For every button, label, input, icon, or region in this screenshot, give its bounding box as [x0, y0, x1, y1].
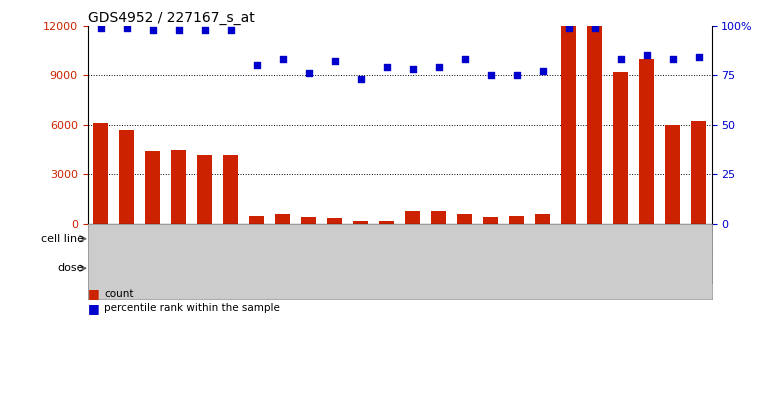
Bar [119, 130, 135, 224]
Text: 10 uM: 10 uM [672, 264, 699, 273]
Bar [691, 121, 706, 224]
Text: 10 uM: 10 uM [204, 264, 231, 273]
Text: cell line: cell line [40, 234, 84, 244]
Bar [482, 217, 498, 224]
Bar [457, 214, 473, 224]
Bar [301, 217, 317, 224]
Text: control: control [253, 264, 285, 273]
Point [614, 56, 626, 62]
Bar [405, 211, 420, 224]
Text: 0.5 uM: 0.5 uM [618, 264, 649, 273]
Bar [557, 227, 710, 251]
Text: VCAP: VCAP [619, 234, 648, 244]
Bar [665, 125, 680, 224]
Bar [453, 256, 502, 280]
Text: PC3: PC3 [466, 234, 489, 244]
Text: NCIH660: NCIH660 [297, 234, 346, 244]
Bar [249, 216, 264, 224]
Bar [353, 221, 368, 224]
Bar [401, 256, 450, 280]
Bar [245, 227, 398, 251]
Bar [196, 154, 212, 224]
Bar [613, 72, 629, 224]
Point [458, 56, 470, 62]
Bar [141, 256, 190, 280]
Text: 10 uM: 10 uM [516, 264, 543, 273]
Bar [379, 221, 394, 224]
Point [224, 26, 237, 33]
Point [94, 24, 107, 31]
Bar [431, 211, 447, 224]
Bar [89, 227, 242, 251]
Bar [145, 151, 161, 224]
Text: control: control [409, 264, 441, 273]
Point [199, 26, 211, 33]
Point [146, 26, 158, 33]
Bar [638, 59, 654, 224]
Text: ■: ■ [88, 287, 99, 301]
Point [432, 64, 444, 70]
Bar [661, 256, 710, 280]
Point [588, 24, 600, 31]
Point [120, 24, 132, 31]
Text: control: control [565, 264, 597, 273]
Bar [170, 150, 186, 224]
Text: count: count [104, 289, 134, 299]
Point [511, 72, 523, 78]
Point [537, 68, 549, 74]
Bar [509, 216, 524, 224]
Text: LNCAP: LNCAP [147, 234, 184, 244]
Point [641, 52, 653, 59]
Text: GDS4952 / 227167_s_at: GDS4952 / 227167_s_at [88, 11, 254, 24]
Point [485, 72, 497, 78]
Point [250, 62, 263, 68]
Bar [535, 214, 550, 224]
Bar [557, 256, 606, 280]
Point [406, 66, 419, 72]
Bar [223, 154, 238, 224]
Bar [561, 26, 576, 224]
Point [380, 64, 393, 70]
Text: dose: dose [57, 263, 84, 273]
Bar [326, 218, 342, 224]
Point [562, 24, 575, 31]
Text: 0.5 uM: 0.5 uM [150, 264, 181, 273]
Text: percentile rank within the sample: percentile rank within the sample [104, 303, 280, 313]
Text: control: control [97, 264, 129, 273]
Bar [275, 214, 291, 224]
Bar [93, 123, 108, 224]
Text: 0.5 uM: 0.5 uM [462, 264, 493, 273]
Bar [401, 227, 554, 251]
Bar [609, 256, 658, 280]
Text: ■: ■ [88, 301, 99, 315]
Bar [89, 256, 138, 280]
Bar [193, 256, 242, 280]
Bar [297, 256, 346, 280]
Bar [587, 26, 603, 224]
Point [667, 56, 679, 62]
Bar [505, 256, 554, 280]
Point [355, 76, 367, 82]
Point [173, 26, 185, 33]
Bar [349, 256, 398, 280]
Text: 0.5 uM: 0.5 uM [306, 264, 337, 273]
Text: 10 uM: 10 uM [360, 264, 387, 273]
Bar [245, 256, 294, 280]
Point [302, 70, 314, 76]
Point [693, 54, 705, 61]
Point [276, 56, 288, 62]
Point [329, 58, 341, 64]
